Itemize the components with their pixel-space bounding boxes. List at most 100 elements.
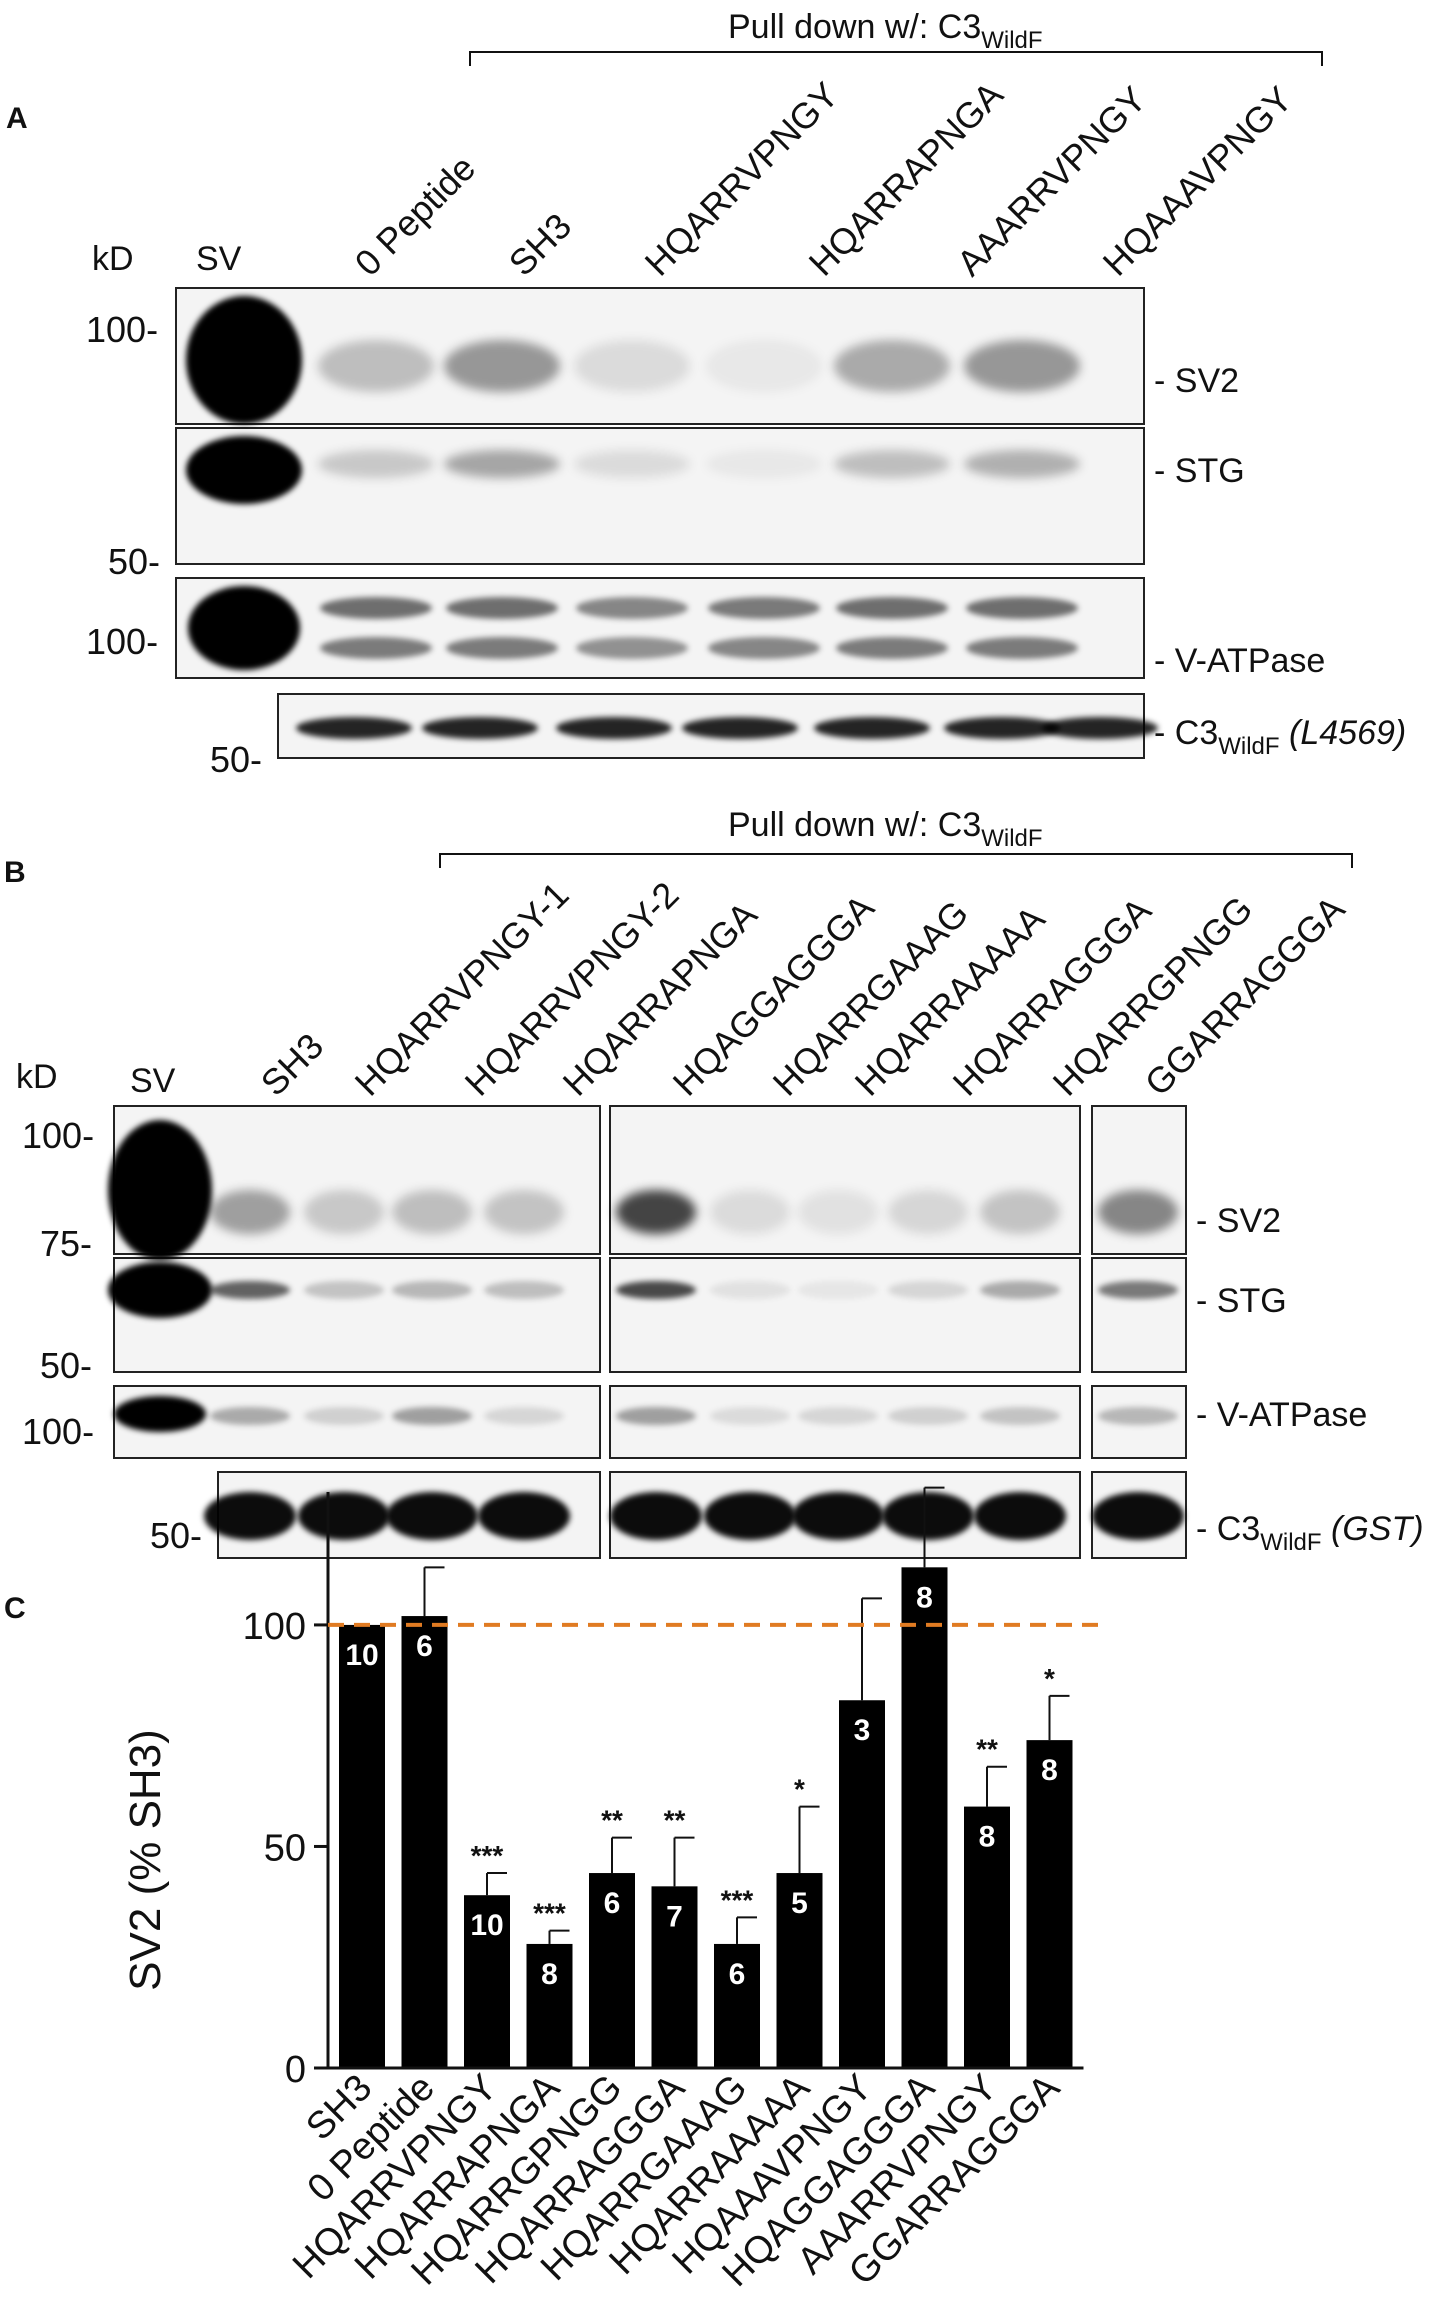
- band-a-c3: [1042, 717, 1158, 739]
- band-b-vatpase: [484, 1407, 564, 1425]
- band-b-sv2: [888, 1190, 968, 1234]
- band-a-stg: [706, 450, 822, 478]
- band-a-sv2: [834, 340, 950, 392]
- panel-a-letter: A: [6, 102, 28, 135]
- bar-ggarraggga: [1026, 1740, 1073, 2068]
- band-a-c3: [556, 717, 672, 739]
- blot-b-label-sv2: - SV2: [1196, 1202, 1281, 1240]
- marker-b-75: 75-: [40, 1223, 92, 1264]
- bar-hqarrapnga: [526, 1943, 573, 2068]
- band-b-c3: [882, 1492, 974, 1540]
- y-tick-label: 50: [264, 1827, 306, 1869]
- marker-a-100-top: 100-: [86, 309, 158, 350]
- band-b-stg: [980, 1281, 1060, 1299]
- band-a-c3: [814, 717, 930, 739]
- bar-sh3: [339, 1624, 385, 2068]
- band-a-vatpase: [708, 637, 820, 659]
- band-b-sv2: [392, 1190, 472, 1234]
- bar-n-label: 7: [666, 1900, 683, 1933]
- band-a-vatpase: [576, 637, 688, 659]
- panel-b-kd-label: kD: [16, 1058, 58, 1096]
- band-a-vatpase: [966, 597, 1078, 619]
- band-b-stg: [616, 1281, 696, 1299]
- band-b-c3: [974, 1492, 1066, 1540]
- band-b-c3: [204, 1492, 296, 1540]
- bar-n-label: 6: [604, 1887, 621, 1920]
- marker-b-100-bottom: 100-: [22, 1411, 94, 1452]
- band-b-vatpase: [798, 1407, 878, 1425]
- band-b-stg: [888, 1281, 968, 1299]
- band-b-vatpase: [1098, 1407, 1178, 1425]
- band-b-sv2: [1098, 1190, 1178, 1234]
- band-b-stg: [710, 1281, 790, 1299]
- band-b-sv2: [304, 1190, 384, 1234]
- bar-n-label: 10: [470, 1909, 503, 1942]
- band-b-c3: [1092, 1492, 1184, 1540]
- band-a-sv2: [318, 340, 434, 392]
- panel-b: B Pull down w/: C3WildF kD SV SH3 HQARRVP…: [4, 806, 1424, 1559]
- band-b-c3: [792, 1492, 884, 1540]
- blot-b-stg-right: [1091, 1257, 1187, 1373]
- band-b-sv2: [798, 1190, 878, 1234]
- band-b-sv2: [210, 1190, 290, 1234]
- band-b-vatpase: [888, 1407, 968, 1425]
- significance-marker: **: [976, 1734, 998, 1765]
- significance-marker: *: [1044, 1663, 1055, 1694]
- bar-aaarrvpngy: [964, 1806, 1010, 2068]
- band-a-stg: [574, 450, 690, 478]
- panel-b-header: Pull down w/: C3WildF: [728, 806, 1043, 852]
- panel-b-letter: B: [4, 856, 26, 889]
- band-b-vatpase: [710, 1407, 790, 1425]
- bar-n-label: 5: [791, 1887, 808, 1920]
- blot-b-stg-mid: [609, 1257, 1081, 1373]
- band-a-vatpase: [576, 597, 688, 619]
- band-a-stg: [964, 450, 1080, 478]
- blot-a-label-vatpase: - V-ATPase: [1154, 642, 1325, 680]
- blot-b-label-vatpase: - V-ATPase: [1196, 1396, 1367, 1434]
- panel-a-header: Pull down w/: C3WildF: [728, 8, 1043, 54]
- band-b-stg: [210, 1281, 290, 1299]
- blot-b-label-c3: - C3WildF (GST): [1196, 1510, 1424, 1556]
- lane-label-a-0-peptide: 0 Peptide: [347, 147, 484, 284]
- chart-y-label: SV2 (% SH3): [121, 1729, 170, 1991]
- blot-a-label-sv2: - SV2: [1154, 362, 1239, 400]
- band-b-vatpase: [304, 1407, 384, 1425]
- band-a-vatpase: [320, 637, 432, 659]
- significance-marker: *: [794, 1774, 805, 1805]
- band-a-c3: [296, 717, 412, 739]
- bar-hqarraaaaa: [776, 1873, 823, 2068]
- bar-hqaaavpngy: [839, 1700, 885, 2068]
- bar-n-label: 8: [916, 1581, 933, 1614]
- band-b-vatpase: [392, 1407, 472, 1425]
- y-tick-label: 100: [243, 1606, 306, 1648]
- lane-label-sv-b: SV: [130, 1062, 176, 1100]
- band-b-vatpase: [210, 1407, 290, 1425]
- band-b-sv2: [710, 1190, 790, 1234]
- marker-b-50-bottom: 50-: [150, 1515, 202, 1556]
- band-a-vatpase: [446, 637, 558, 659]
- band-a-sv2-sv: [186, 296, 302, 424]
- blot-a-stg: [175, 427, 1145, 565]
- marker-b-50-top: 50-: [40, 1345, 92, 1386]
- band-a-stg: [444, 450, 560, 478]
- band-a-c3: [944, 717, 1060, 739]
- band-a-vatpase: [966, 637, 1078, 659]
- bar-hqaggaggga: [901, 1567, 948, 2068]
- bar-n-label: 10: [345, 1639, 378, 1672]
- blot-a-label-stg: - STG: [1154, 452, 1245, 490]
- band-b-stg-sv: [108, 1262, 212, 1318]
- marker-a-50-bottom: 50-: [210, 739, 262, 780]
- lane-label-sv-a: SV: [196, 240, 242, 278]
- bar-hqarrgaaag: [714, 1943, 760, 2068]
- lane-label-b-sh3: SH3: [253, 1025, 332, 1104]
- band-a-vatpase: [446, 597, 558, 619]
- bar-hqarrgpngg: [589, 1873, 635, 2068]
- band-a-vatpase: [836, 637, 948, 659]
- band-b-sv2-sv: [108, 1120, 212, 1260]
- band-b-sv2: [980, 1190, 1060, 1234]
- blot-b-label-stg: - STG: [1196, 1282, 1287, 1320]
- significance-marker: **: [601, 1805, 623, 1836]
- band-b-vatpase: [616, 1407, 696, 1425]
